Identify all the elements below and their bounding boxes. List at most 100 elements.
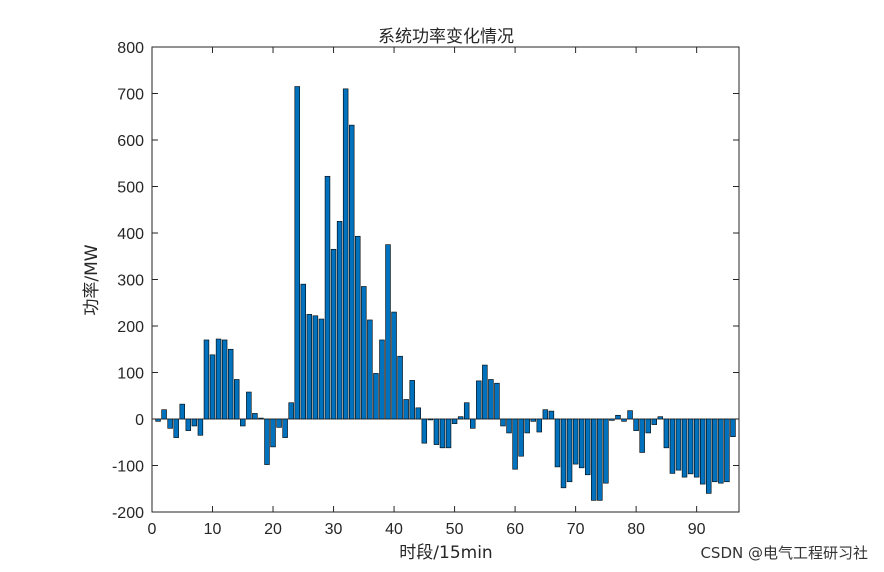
bar xyxy=(246,391,252,420)
y-tick-label: 500 xyxy=(117,180,144,197)
bar xyxy=(597,418,603,501)
bar xyxy=(457,416,464,420)
bar xyxy=(609,418,615,421)
y-tick-label: 700 xyxy=(117,87,144,104)
bar xyxy=(639,418,645,453)
bar xyxy=(439,418,446,449)
x-tick-label: 10 xyxy=(204,521,222,538)
bar xyxy=(209,354,216,420)
bar xyxy=(227,348,234,420)
bar xyxy=(615,414,621,420)
bar xyxy=(385,244,391,420)
bar xyxy=(463,402,470,420)
bar xyxy=(621,418,627,422)
bar xyxy=(397,355,403,420)
y-tick-label: 400 xyxy=(117,226,144,243)
plot-area-frame xyxy=(151,46,740,513)
bar xyxy=(518,418,524,457)
bar xyxy=(433,418,440,445)
bar xyxy=(294,86,300,420)
bar xyxy=(482,364,488,420)
bars-group xyxy=(155,86,736,501)
x-axis-label: 时段/15min xyxy=(399,543,492,563)
bar xyxy=(336,221,343,420)
bar xyxy=(300,283,307,420)
bar xyxy=(548,410,555,420)
bar xyxy=(645,418,651,434)
bar xyxy=(687,418,694,475)
bar xyxy=(306,314,313,420)
bar xyxy=(173,418,179,438)
y-axis-ticks: -200 -100 0 100 200 300 400 500 600 700 800 xyxy=(112,40,739,522)
bar xyxy=(584,418,591,476)
x-tick-label: 50 xyxy=(446,521,464,538)
watermark-text: CSDN @电气工程研习社 xyxy=(700,544,868,562)
bar xyxy=(712,418,718,483)
bar xyxy=(282,418,288,438)
bar xyxy=(566,418,573,483)
bar xyxy=(379,339,385,420)
bar xyxy=(240,418,246,427)
bar xyxy=(409,380,415,420)
bar xyxy=(367,319,373,420)
bar xyxy=(330,248,337,420)
bar xyxy=(185,418,192,431)
bar xyxy=(324,175,331,420)
bar xyxy=(603,418,609,484)
y-tick-label: 300 xyxy=(117,273,144,290)
bar xyxy=(591,418,597,501)
bar xyxy=(318,318,325,420)
bar xyxy=(530,418,536,422)
y-axis-label: 功率/MW xyxy=(82,244,102,315)
x-tick-label: 0 xyxy=(148,521,157,538)
bar xyxy=(536,418,543,433)
bar xyxy=(155,418,161,422)
bar xyxy=(342,88,349,420)
x-tick-label: 30 xyxy=(325,521,343,538)
x-tick-label: 60 xyxy=(506,521,524,538)
bar xyxy=(373,373,379,420)
bar xyxy=(415,407,421,420)
bar xyxy=(179,403,185,420)
bar xyxy=(348,124,355,420)
bar xyxy=(197,418,204,436)
y-tick-label: 0 xyxy=(135,412,144,429)
bar xyxy=(167,418,173,429)
y-tick-label: -100 xyxy=(112,459,144,476)
bar xyxy=(706,418,712,494)
bar xyxy=(572,418,579,465)
bar xyxy=(651,418,657,425)
bar xyxy=(270,418,276,448)
y-tick-label: 200 xyxy=(117,319,144,336)
bar xyxy=(355,235,361,420)
bar xyxy=(578,418,585,469)
bar xyxy=(451,418,458,424)
bar xyxy=(542,409,549,420)
bar xyxy=(554,418,561,468)
y-tick-label: 600 xyxy=(117,133,144,150)
bar xyxy=(276,418,282,428)
x-axis-ticks: 0 10 20 30 40 50 60 70 80 90 xyxy=(148,47,706,538)
bar xyxy=(718,418,724,484)
bar xyxy=(663,418,670,449)
bar xyxy=(470,418,476,429)
bar xyxy=(427,418,434,421)
bar xyxy=(681,418,688,478)
bar xyxy=(724,418,730,483)
bar xyxy=(221,339,228,420)
bar xyxy=(234,379,240,420)
bar xyxy=(633,418,639,431)
bar xyxy=(657,416,664,420)
y-tick-label: -200 xyxy=(112,505,144,522)
bar xyxy=(258,417,264,420)
bar xyxy=(476,380,482,420)
bar xyxy=(215,338,222,420)
bar xyxy=(191,418,198,427)
bar xyxy=(500,418,506,427)
bar xyxy=(161,409,167,420)
bar xyxy=(488,379,494,420)
bar xyxy=(203,339,210,420)
bar xyxy=(560,418,567,489)
